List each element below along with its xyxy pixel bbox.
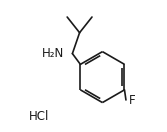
Text: H₂N: H₂N — [42, 47, 65, 60]
Text: F: F — [129, 94, 135, 107]
Text: HCl: HCl — [29, 110, 49, 123]
